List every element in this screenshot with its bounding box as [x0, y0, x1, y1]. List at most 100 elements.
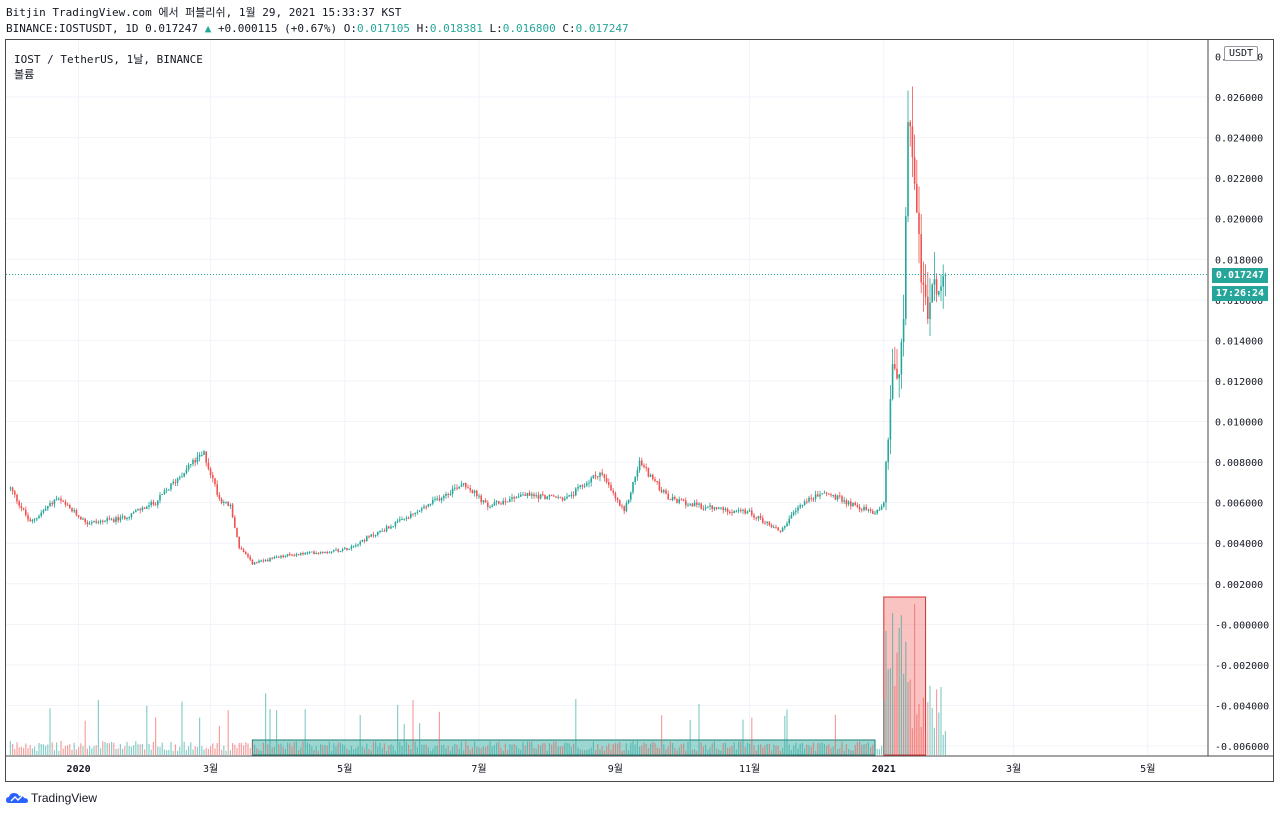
volume-bar — [89, 745, 91, 755]
volume-bar — [929, 685, 931, 755]
candle-body — [533, 494, 535, 497]
candle-body — [256, 562, 258, 564]
candle-body — [280, 555, 282, 558]
volume-bar — [73, 742, 75, 755]
chart-frame[interactable] — [5, 39, 1274, 782]
volume-bar — [471, 747, 473, 755]
candle-body — [751, 510, 753, 516]
volume-bar — [647, 748, 649, 755]
volume-bar — [553, 741, 555, 755]
candle-body — [586, 483, 588, 486]
candle-body — [843, 500, 845, 502]
volume-bar — [504, 743, 506, 755]
candle-body — [293, 555, 295, 557]
candle-body — [348, 548, 350, 550]
candle-body — [383, 530, 386, 532]
volume-bar — [449, 750, 451, 755]
candle-body — [544, 494, 546, 500]
x-tick-label: 9월 — [608, 763, 623, 775]
volume-bar — [867, 742, 869, 755]
candle-body — [264, 559, 267, 561]
candle-body — [880, 506, 883, 510]
volume-bar — [381, 747, 383, 755]
volume-bar — [570, 746, 572, 755]
volume-bar — [315, 745, 317, 755]
candle-body — [44, 508, 47, 511]
candle-body — [454, 487, 456, 489]
volume-bar — [273, 746, 275, 755]
tradingview-logo[interactable]: TradingView — [6, 791, 97, 805]
candle-body — [18, 501, 20, 506]
volume-bar — [870, 747, 872, 755]
volume-bar — [95, 745, 97, 755]
candle-body — [753, 515, 755, 518]
x-tick-label: 3월 — [203, 763, 218, 775]
volume-bar — [357, 746, 359, 755]
candle-body — [209, 468, 212, 476]
candle-body — [297, 554, 300, 556]
volume-bar — [663, 744, 665, 755]
volume-bar — [801, 742, 803, 755]
candle-body — [685, 500, 687, 506]
volume-bar — [854, 744, 856, 755]
candle-body — [414, 512, 416, 515]
candle-body — [104, 521, 106, 523]
volume-bar — [577, 747, 579, 755]
volume-bar — [218, 725, 220, 755]
volume-bar — [795, 742, 797, 755]
volume-bar — [881, 745, 883, 755]
volume-bar — [632, 741, 634, 755]
candle-body — [416, 511, 419, 513]
volume-bar — [86, 748, 88, 755]
candle-body — [88, 523, 91, 525]
volume-bar — [108, 743, 110, 755]
candle-body — [931, 284, 933, 303]
volume-bar — [179, 746, 181, 755]
volume-bar — [16, 742, 18, 755]
candle-body — [845, 500, 848, 505]
candle-body — [828, 493, 830, 495]
volume-bar — [639, 746, 641, 755]
candle-body — [335, 549, 337, 551]
candle-body — [581, 485, 584, 487]
candle-body — [590, 478, 592, 483]
volume-bar — [291, 746, 293, 755]
candle-body — [295, 554, 298, 556]
volume-bar — [150, 749, 152, 755]
volume-range-box[interactable] — [251, 739, 876, 756]
currency-badge[interactable]: USDT — [1224, 46, 1259, 61]
volume-bar — [777, 745, 779, 755]
volume-bar — [119, 743, 121, 755]
volume-bar — [819, 743, 821, 755]
candle-body — [896, 368, 898, 379]
volume-bar — [683, 743, 685, 755]
volume-bar — [500, 747, 502, 755]
candle-body — [885, 461, 887, 503]
candle-body — [117, 517, 119, 521]
volume-bar — [249, 748, 251, 755]
candle-body — [542, 494, 544, 496]
volume-bar — [520, 749, 522, 755]
candle-body — [718, 507, 720, 509]
volume-bar — [526, 741, 528, 755]
volume-bar — [513, 744, 515, 755]
candle-body — [938, 291, 940, 295]
candle-body — [11, 487, 14, 492]
candle-body — [425, 506, 427, 508]
volume-bar — [887, 669, 889, 755]
volume-bar — [280, 743, 282, 755]
volume-bar — [771, 750, 773, 755]
volume-bar — [438, 711, 440, 755]
candle-body — [720, 507, 722, 509]
candle-body — [291, 554, 293, 556]
candle-body — [674, 496, 676, 499]
volume-bar — [183, 741, 185, 755]
candle-body — [698, 503, 700, 505]
candle-body — [366, 536, 368, 541]
volume-bar — [456, 744, 458, 755]
candle-body — [194, 459, 196, 463]
candle-body — [539, 494, 542, 499]
volume-bar — [784, 715, 786, 755]
candle-body — [55, 498, 58, 500]
